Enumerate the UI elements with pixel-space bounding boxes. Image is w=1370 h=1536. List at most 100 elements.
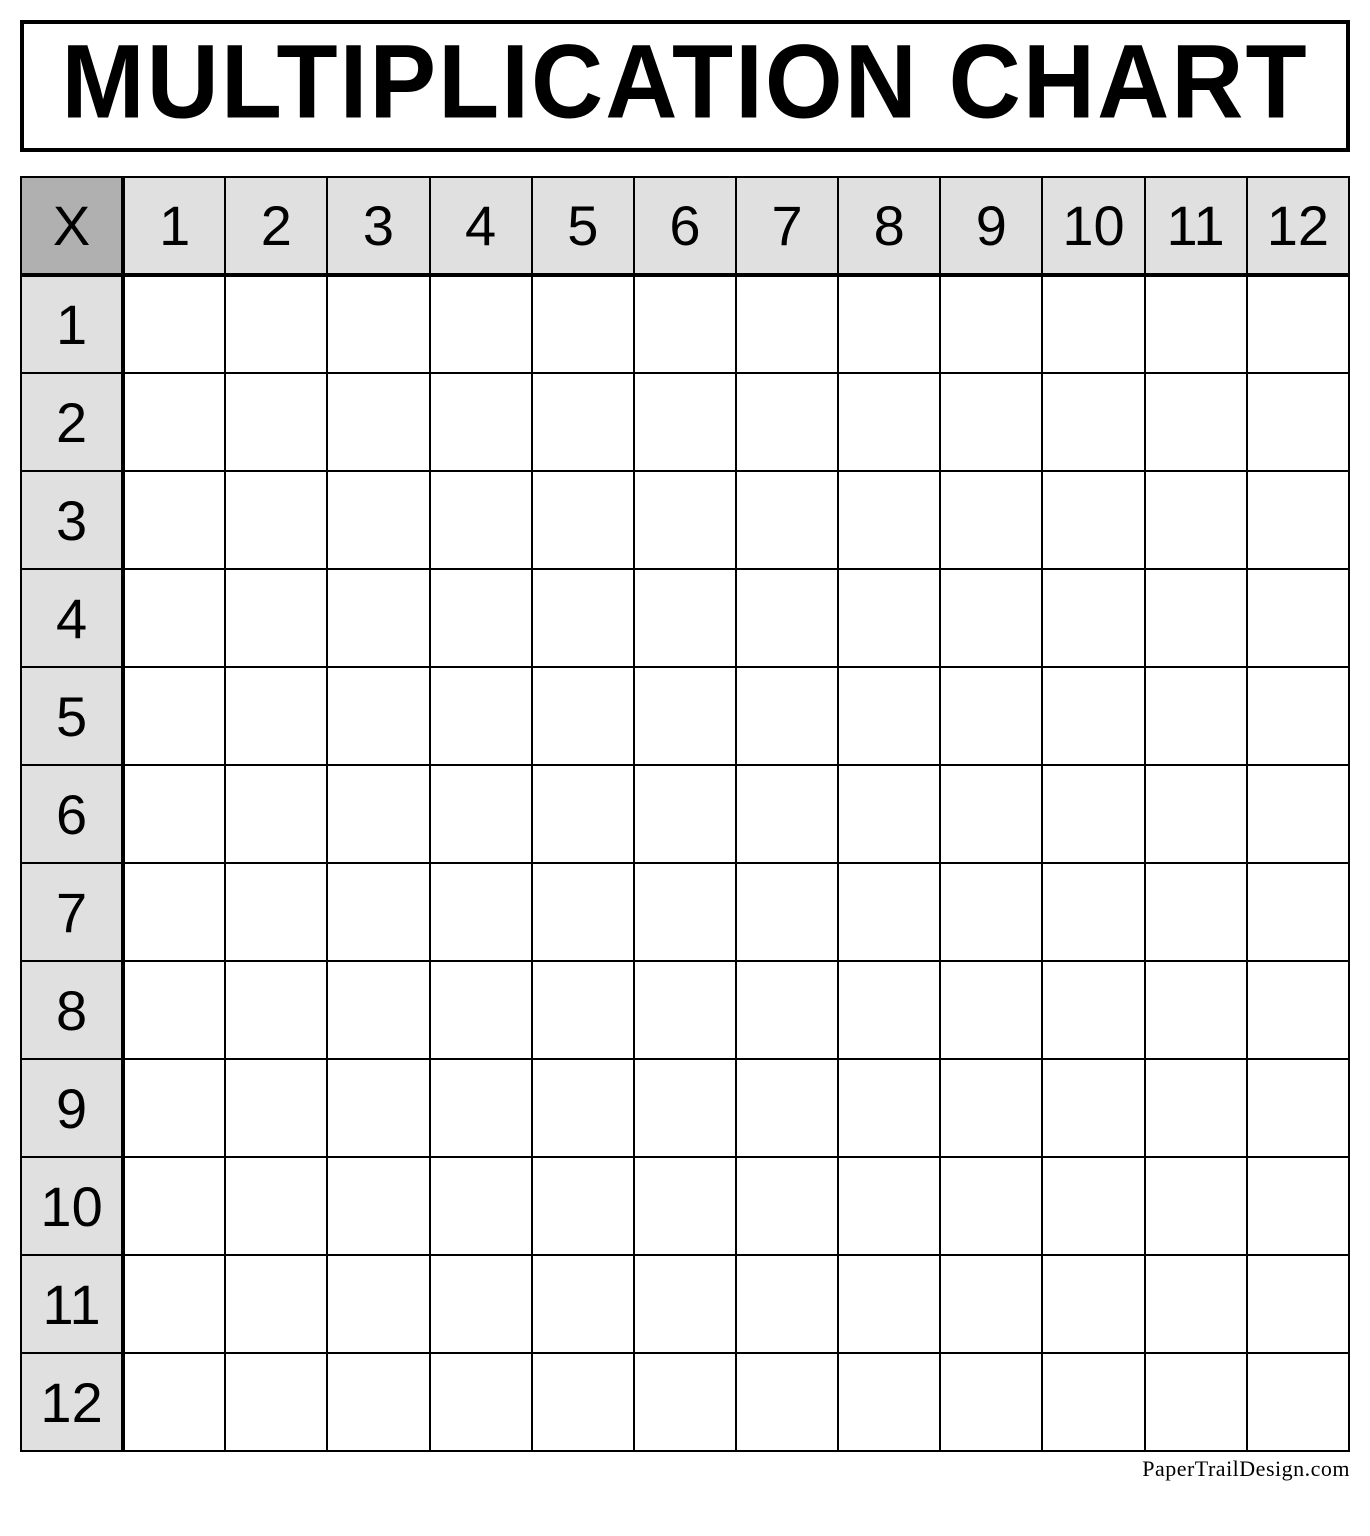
table-row: 6	[21, 765, 1349, 863]
table-cell	[123, 1255, 225, 1353]
corner-cell: X	[21, 177, 123, 275]
credit-text: PaperTrailDesign.com	[20, 1456, 1350, 1482]
table-cell	[838, 471, 940, 569]
table-cell	[634, 765, 736, 863]
table-cell	[123, 1059, 225, 1157]
table-cell	[532, 1157, 634, 1255]
table-cell	[634, 667, 736, 765]
table-cell	[430, 373, 532, 471]
table-cell	[1042, 1353, 1144, 1451]
col-header: 11	[1145, 177, 1247, 275]
table-cell	[634, 275, 736, 373]
table-cell	[838, 1255, 940, 1353]
table-cell	[838, 275, 940, 373]
table-cell	[225, 569, 327, 667]
table-cell	[838, 667, 940, 765]
table-cell	[940, 1157, 1042, 1255]
row-header: 12	[21, 1353, 123, 1451]
table-cell	[123, 961, 225, 1059]
col-header: 4	[430, 177, 532, 275]
table-cell	[1247, 961, 1349, 1059]
table-cell	[736, 1353, 838, 1451]
table-cell	[430, 961, 532, 1059]
table-cell	[123, 667, 225, 765]
table-cell	[532, 275, 634, 373]
col-header: 8	[838, 177, 940, 275]
table-cell	[736, 569, 838, 667]
table-cell	[123, 1157, 225, 1255]
col-header: 10	[1042, 177, 1144, 275]
table-cell	[1145, 667, 1247, 765]
page-title: MULTIPLICATION CHART	[24, 30, 1346, 135]
table-cell	[1145, 765, 1247, 863]
table-cell	[1247, 863, 1349, 961]
row-header: 2	[21, 373, 123, 471]
table-cell	[838, 1059, 940, 1157]
table-cell	[1145, 1255, 1247, 1353]
table-cell	[940, 1059, 1042, 1157]
table-cell	[634, 863, 736, 961]
table-cell	[327, 569, 429, 667]
title-container: MULTIPLICATION CHART	[20, 20, 1350, 152]
table-cell	[327, 275, 429, 373]
table-body: X123456789101112123456789101112	[21, 177, 1349, 1451]
table-row: 1	[21, 275, 1349, 373]
col-header: 9	[940, 177, 1042, 275]
table-cell	[1042, 863, 1144, 961]
table-cell	[123, 471, 225, 569]
col-header: 5	[532, 177, 634, 275]
table-cell	[940, 1255, 1042, 1353]
table-row: 10	[21, 1157, 1349, 1255]
table-cell	[1042, 1059, 1144, 1157]
table-cell	[430, 1157, 532, 1255]
table-cell	[940, 569, 1042, 667]
table-cell	[225, 373, 327, 471]
table-cell	[430, 863, 532, 961]
table-cell	[838, 765, 940, 863]
table-cell	[1145, 1059, 1247, 1157]
table-row: 5	[21, 667, 1349, 765]
table-cell	[1145, 863, 1247, 961]
table-cell	[1247, 275, 1349, 373]
table-cell	[736, 765, 838, 863]
table-cell	[634, 1255, 736, 1353]
table-cell	[1247, 1157, 1349, 1255]
table-cell	[430, 667, 532, 765]
table-cell	[1042, 471, 1144, 569]
table-cell	[123, 275, 225, 373]
table-cell	[430, 569, 532, 667]
table-cell	[1145, 1157, 1247, 1255]
table-cell	[327, 1255, 429, 1353]
table-cell	[1042, 765, 1144, 863]
table-cell	[634, 961, 736, 1059]
row-header: 10	[21, 1157, 123, 1255]
table-cell	[532, 961, 634, 1059]
table-cell	[736, 1255, 838, 1353]
col-header: 6	[634, 177, 736, 275]
col-header: 1	[123, 177, 225, 275]
table-cell	[1042, 569, 1144, 667]
table-cell	[736, 471, 838, 569]
table-cell	[430, 471, 532, 569]
table-cell	[736, 1157, 838, 1255]
table-cell	[736, 961, 838, 1059]
table-cell	[736, 373, 838, 471]
table-cell	[940, 765, 1042, 863]
row-header: 3	[21, 471, 123, 569]
table-cell	[225, 765, 327, 863]
table-header-row: X123456789101112	[21, 177, 1349, 275]
table-row: 8	[21, 961, 1349, 1059]
table-cell	[327, 1157, 429, 1255]
table-cell	[532, 863, 634, 961]
table-cell	[634, 1059, 736, 1157]
table-cell	[838, 1157, 940, 1255]
table-cell	[327, 471, 429, 569]
table-cell	[532, 471, 634, 569]
table-cell	[1247, 471, 1349, 569]
table-cell	[1042, 1157, 1144, 1255]
table-cell	[532, 1059, 634, 1157]
row-header: 5	[21, 667, 123, 765]
table-cell	[327, 373, 429, 471]
table-cell	[736, 275, 838, 373]
table-cell	[532, 765, 634, 863]
